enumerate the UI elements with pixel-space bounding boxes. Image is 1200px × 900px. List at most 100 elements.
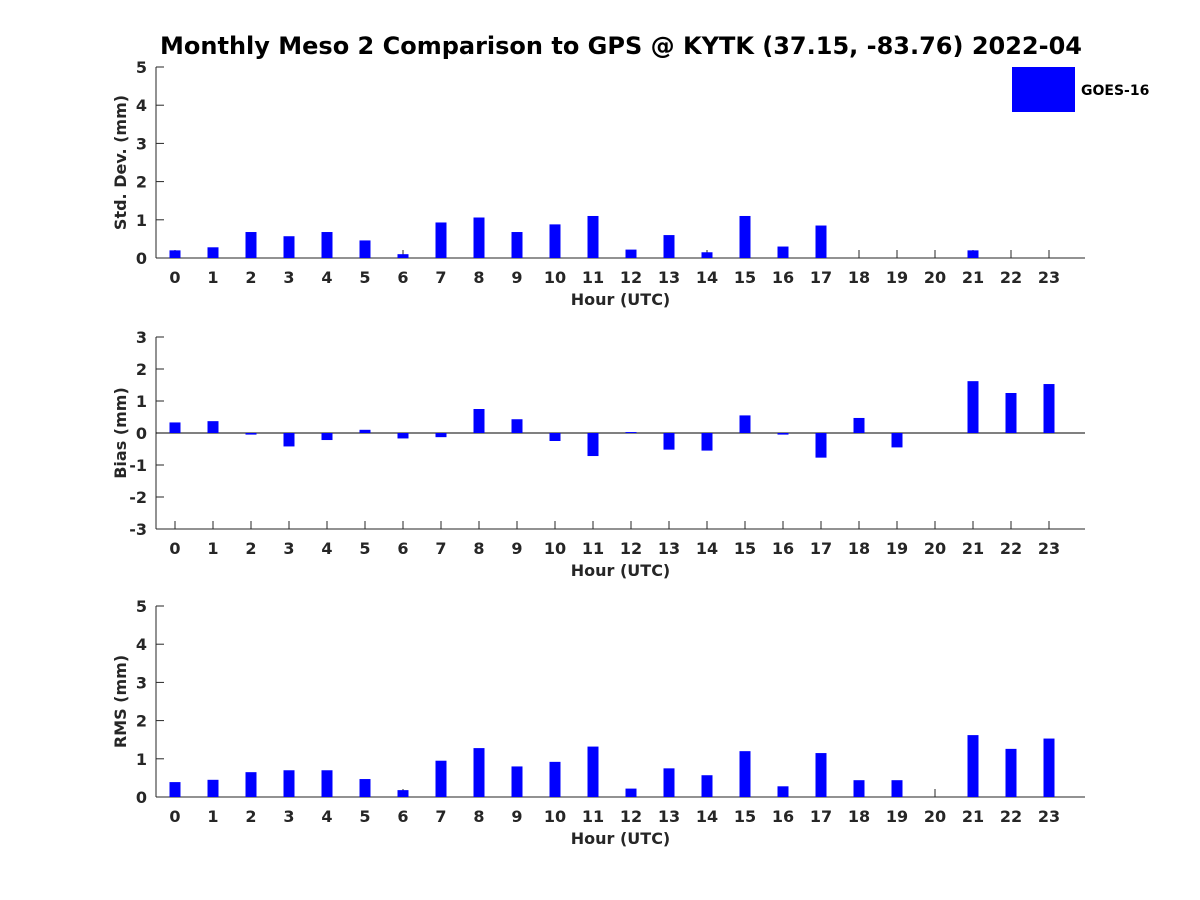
- x-tick-label: 18: [848, 807, 870, 826]
- legend: GOES-16: [1012, 67, 1149, 112]
- x-axis-label: Hour (UTC): [571, 290, 671, 309]
- x-tick-label: 10: [544, 268, 566, 287]
- y-tick-label: 5: [136, 58, 147, 77]
- x-tick-label: 12: [620, 539, 642, 558]
- bar-hour-3: [283, 236, 295, 258]
- y-tick-label: 3: [136, 328, 147, 347]
- y-tick-label: 2: [136, 173, 147, 192]
- x-tick-label: 17: [810, 539, 832, 558]
- bar-hour-19: [891, 433, 903, 448]
- y-tick-label: -2: [129, 488, 147, 507]
- bar-hour-3: [283, 770, 295, 797]
- x-tick-label: 22: [1000, 268, 1022, 287]
- bar-hour-4: [321, 770, 333, 797]
- bar-hour-21: [967, 735, 979, 797]
- x-tick-label: 2: [245, 268, 256, 287]
- y-tick-label: 0: [136, 788, 147, 807]
- bar-hour-13: [663, 768, 675, 797]
- y-tick-label: 5: [136, 597, 147, 616]
- bar-hour-17: [815, 225, 827, 258]
- x-tick-label: 7: [435, 539, 446, 558]
- bar-hour-10: [549, 224, 561, 258]
- x-tick-label: 22: [1000, 807, 1022, 826]
- x-tick-label: 5: [359, 268, 370, 287]
- x-tick-label: 23: [1038, 268, 1060, 287]
- x-axis-label: Hour (UTC): [571, 561, 671, 580]
- bar-hour-14: [701, 775, 713, 797]
- bar-hour-1: [207, 247, 219, 258]
- bar-hour-4: [321, 433, 333, 441]
- bar-hour-13: [663, 433, 675, 450]
- bar-hour-0: [169, 782, 181, 797]
- x-tick-label: 8: [473, 268, 484, 287]
- x-tick-label: 1: [207, 268, 218, 287]
- x-axis-label: Hour (UTC): [571, 829, 671, 848]
- x-tick-label: 14: [696, 268, 718, 287]
- x-tick-label: 20: [924, 539, 946, 558]
- x-tick-label: 4: [321, 268, 332, 287]
- x-tick-label: 2: [245, 807, 256, 826]
- x-tick-label: 2: [245, 539, 256, 558]
- x-tick-label: 3: [283, 807, 294, 826]
- y-axis-label: Std. Dev. (mm): [111, 95, 130, 230]
- bar-hour-5: [359, 429, 371, 433]
- x-tick-label: 19: [886, 268, 908, 287]
- bar-hour-11: [587, 746, 599, 797]
- bar-hour-6: [397, 254, 409, 258]
- bar-hour-8: [473, 748, 485, 797]
- x-tick-label: 9: [511, 539, 522, 558]
- bar-hour-17: [815, 433, 827, 458]
- bar-hour-1: [207, 421, 219, 433]
- x-tick-label: 0: [169, 807, 180, 826]
- bar-hour-22: [1005, 748, 1017, 797]
- x-tick-label: 0: [169, 268, 180, 287]
- y-tick-label: 0: [136, 249, 147, 268]
- x-tick-label: 19: [886, 807, 908, 826]
- x-tick-label: 1: [207, 807, 218, 826]
- x-tick-label: 20: [924, 807, 946, 826]
- x-tick-label: 16: [772, 807, 794, 826]
- y-tick-label: 4: [136, 635, 147, 654]
- bar-hour-6: [397, 790, 409, 797]
- legend-swatch: [1012, 67, 1075, 112]
- chart-title: Monthly Meso 2 Comparison to GPS @ KYTK …: [160, 32, 1082, 60]
- bar-hour-9: [511, 419, 523, 433]
- x-tick-label: 20: [924, 268, 946, 287]
- bar-hour-11: [587, 433, 599, 457]
- bar-hour-15: [739, 215, 751, 258]
- x-tick-label: 16: [772, 268, 794, 287]
- bar-hour-2: [245, 433, 257, 435]
- bar-hour-5: [359, 240, 371, 258]
- x-tick-label: 6: [397, 807, 408, 826]
- x-tick-label: 13: [658, 539, 680, 558]
- bar-hour-14: [701, 433, 713, 451]
- y-tick-label: -3: [129, 520, 147, 539]
- bar-hour-13: [663, 235, 675, 258]
- bar-hour-5: [359, 779, 371, 797]
- bar-hour-8: [473, 409, 485, 433]
- x-tick-label: 0: [169, 539, 180, 558]
- bar-hour-16: [777, 786, 789, 797]
- y-tick-label: 4: [136, 96, 147, 115]
- bar-hour-0: [169, 422, 181, 433]
- bar-hour-9: [511, 232, 523, 258]
- x-tick-label: 13: [658, 807, 680, 826]
- x-tick-label: 18: [848, 268, 870, 287]
- bar-hour-17: [815, 753, 827, 797]
- x-tick-label: 21: [962, 807, 984, 826]
- bar-hour-8: [473, 217, 485, 258]
- bar-hour-7: [435, 433, 447, 438]
- x-tick-label: 21: [962, 268, 984, 287]
- bar-hour-19: [891, 780, 903, 797]
- x-tick-label: 19: [886, 539, 908, 558]
- x-tick-label: 3: [283, 539, 294, 558]
- y-tick-label: 3: [136, 134, 147, 153]
- y-axis-label: Bias (mm): [111, 387, 130, 479]
- y-tick-label: 3: [136, 673, 147, 692]
- bar-hour-0: [169, 250, 181, 258]
- x-tick-label: 11: [582, 539, 604, 558]
